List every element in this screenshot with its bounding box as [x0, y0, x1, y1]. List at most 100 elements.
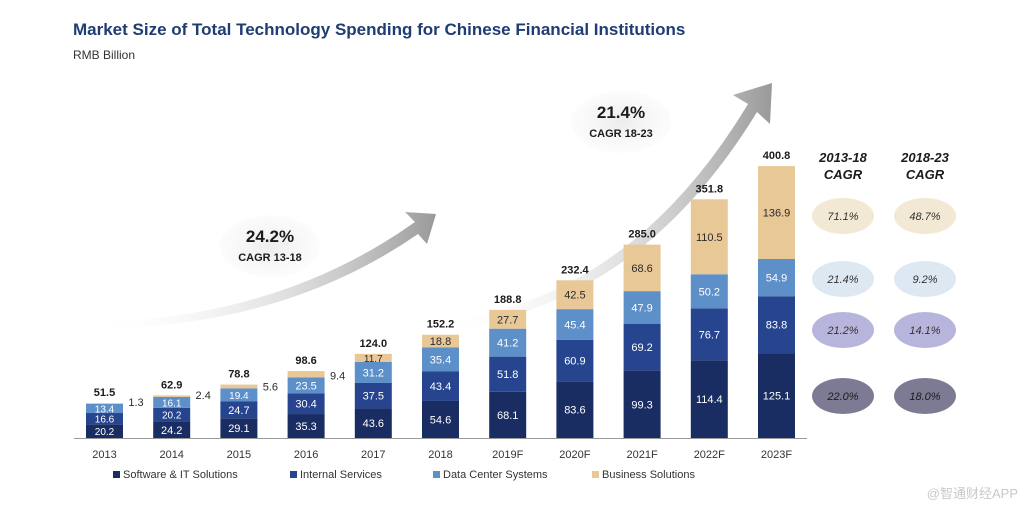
segment-value-label: 20.2	[95, 427, 115, 438]
segment-value-label: 9.4	[330, 370, 345, 382]
bar-segment-business-solutions	[287, 371, 325, 378]
cagr-cell-value: 14.1%	[909, 325, 940, 337]
segment-value-label: 45.4	[564, 320, 585, 332]
legend-swatch	[592, 471, 599, 478]
growth-arrow-13-18	[95, 212, 436, 328]
bar-total-label: 400.8	[763, 150, 791, 162]
bar-segment-data-center-systems	[354, 361, 392, 383]
segment-value-label: 99.3	[631, 399, 652, 411]
cagr-bubble-value: 24.2%	[246, 227, 294, 246]
segment-value-label: 16.1	[162, 398, 182, 409]
cagr-cell-bubble	[894, 312, 956, 348]
cagr-cell-bubble	[812, 378, 874, 414]
bar-segment-business-solutions	[220, 384, 258, 389]
segment-value-label: 23.5	[295, 380, 316, 392]
bar-segment-software-it-solutions	[86, 424, 123, 438]
x-tick-label: 2016	[294, 449, 318, 461]
bar-segment-business-solutions	[86, 403, 123, 404]
segment-value-label: 83.6	[564, 405, 585, 417]
cagr-cell-bubble	[812, 312, 874, 348]
bar-segment-internal-services	[758, 296, 795, 354]
legend-label: Software & IT Solutions	[123, 469, 238, 481]
segment-value-label: 76.7	[699, 329, 720, 341]
segment-value-label: 5.6	[263, 381, 278, 393]
segment-value-label: 37.5	[363, 391, 384, 403]
segment-value-label: 41.2	[497, 338, 518, 350]
bar-segment-business-solutions	[354, 353, 392, 362]
bar-segment-internal-services	[153, 407, 191, 422]
chart-subtitle: RMB Billion	[73, 48, 136, 62]
x-tick-label: 2013	[92, 449, 116, 461]
bar-segment-software-it-solutions	[556, 381, 594, 438]
segment-value-label: 69.2	[631, 342, 652, 354]
segment-value-label: 35.3	[295, 421, 316, 433]
bar-segment-software-it-solutions	[354, 408, 392, 438]
legend-label: Data Center Systems	[443, 469, 548, 481]
bar-segment-business-solutions	[153, 395, 191, 397]
x-tick-label: 2018	[428, 449, 452, 461]
bar-segment-internal-services	[86, 413, 123, 425]
bar-segment-software-it-solutions	[287, 414, 325, 438]
cagr-cell-value: 21.4%	[826, 274, 858, 286]
x-tick-label: 2014	[159, 449, 183, 461]
segment-value-label: 18.8	[430, 336, 451, 348]
segment-value-label: 11.7	[364, 354, 383, 365]
segment-value-label: 19.4	[229, 391, 249, 402]
segment-value-label: 30.4	[295, 399, 316, 411]
segment-value-label: 35.4	[430, 354, 451, 366]
cagr-cell-bubble	[894, 378, 956, 414]
bar-segment-data-center-systems	[220, 388, 258, 402]
bar-segment-internal-services	[287, 393, 325, 415]
cagr-bubble-value: 21.4%	[597, 103, 645, 122]
cagr-bubble	[571, 91, 671, 153]
bar-segment-business-solutions	[556, 280, 594, 310]
cagr-column-header: 2013-18 CAGR	[818, 150, 867, 182]
segment-value-label: 47.9	[631, 302, 652, 314]
bar-segment-internal-services	[354, 382, 392, 409]
x-tick-label: 2023F	[761, 449, 792, 461]
bar-segment-data-center-systems	[556, 309, 594, 340]
bar-segment-software-it-solutions	[422, 400, 459, 438]
bar-segment-internal-services	[623, 323, 661, 371]
bar-segment-business-solutions	[758, 166, 795, 259]
bar-segment-business-solutions	[690, 199, 728, 275]
legend-swatch	[113, 471, 120, 478]
bar-segment-software-it-solutions	[153, 421, 191, 438]
segment-value-label: 13.4	[95, 404, 115, 415]
bar-total-label: 285.0	[628, 229, 656, 241]
x-tick-label: 2015	[227, 449, 251, 461]
cagr-cell-value: 71.1%	[827, 211, 858, 223]
segment-value-label: 136.9	[763, 208, 791, 220]
bar-total-label: 78.8	[228, 369, 249, 381]
bar-total-label: 232.4	[561, 264, 589, 276]
cagr-bubble	[220, 215, 320, 277]
legend-label: Internal Services	[300, 469, 382, 481]
segment-value-label: 110.5	[696, 232, 723, 244]
segment-value-label: 50.2	[699, 286, 720, 298]
x-tick-label: 2020F	[559, 449, 590, 461]
bar-segment-data-center-systems	[690, 274, 728, 309]
bar-segment-business-solutions	[623, 244, 661, 292]
segment-value-label: 16.6	[95, 415, 115, 426]
segment-value-label: 31.2	[363, 367, 384, 379]
bar-total-label: 152.2	[427, 319, 455, 331]
bar-segment-software-it-solutions	[220, 418, 258, 438]
legend-label: Business Solutions	[602, 469, 695, 481]
bar-total-label: 51.5	[94, 387, 115, 399]
segment-value-label: 1.3	[128, 397, 143, 409]
bar-segment-data-center-systems	[489, 328, 527, 357]
legend-swatch	[290, 471, 297, 478]
segment-value-label: 29.1	[228, 423, 249, 435]
bar-segment-internal-services	[489, 356, 527, 392]
bar-segment-business-solutions	[489, 309, 527, 329]
bar-segment-software-it-solutions	[623, 370, 661, 438]
segment-value-label: 27.7	[497, 314, 518, 326]
cagr-cell-value: 18.0%	[909, 391, 940, 403]
bar-segment-data-center-systems	[86, 403, 123, 414]
bar-segment-internal-services	[220, 401, 258, 419]
bar-segment-internal-services	[556, 339, 594, 382]
bar-total-label: 98.6	[295, 355, 316, 367]
segment-value-label: 68.6	[631, 263, 652, 275]
x-tick-label: 2022F	[694, 449, 725, 461]
